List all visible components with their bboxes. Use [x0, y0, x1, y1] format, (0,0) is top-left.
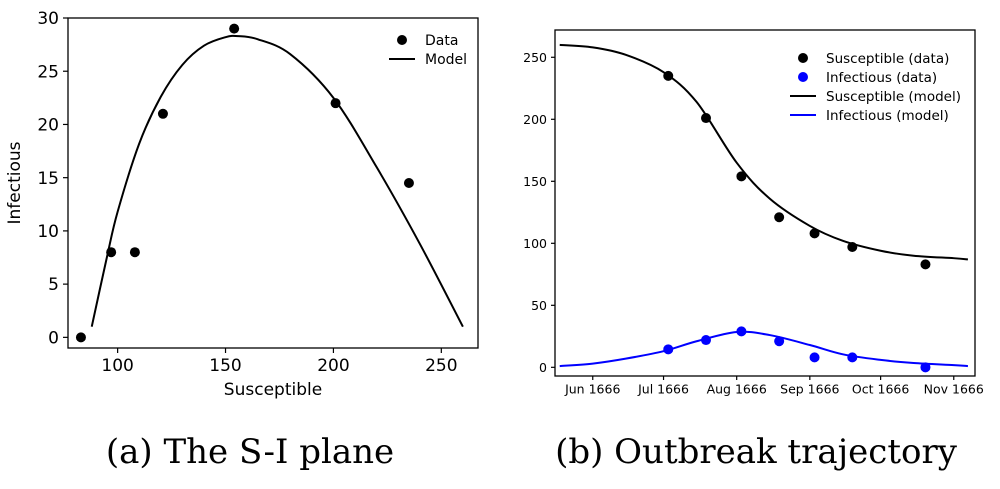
series-line-infectious-model: [559, 330, 968, 368]
panel-a-si-plane: 100 150 200 250 0 5 10 15 20 25 30 Susceptible Infec…: [5, 9, 479, 400]
y-tick-label: 150: [523, 174, 547, 189]
x-tick-label: 200: [317, 356, 349, 376]
y-tick-label: 15: [37, 169, 59, 189]
data-point-data: [129, 247, 140, 258]
panel-b-outbreak-trajectory: Jun 1666 Jul 1666 Aug 1666 Sep 1666 Oct 1666…: [523, 29, 984, 397]
y-tick-label: 5: [48, 275, 59, 295]
data-point-data: [157, 108, 168, 119]
legend-label-infectious-data: Infectious (data): [826, 70, 937, 86]
x-tick-label: Nov 1666: [924, 382, 984, 397]
y-tick-label: 100: [523, 236, 547, 251]
x-tick-label: 250: [425, 356, 457, 376]
caption-b: (b) Outbreak trajectory: [555, 432, 958, 472]
legend: Data Model: [389, 33, 467, 68]
data-point-infectious-data: [809, 352, 820, 363]
caption-a: (a) The S-I plane: [106, 432, 394, 472]
y-tick-label: 0: [48, 328, 59, 348]
data-point-data: [75, 332, 86, 343]
legend: Susceptible (data) Infectious (data) Susce…: [790, 51, 961, 124]
x-tick-label: Jul 1666: [637, 382, 689, 397]
y-tick-label: 20: [37, 116, 59, 136]
legend-marker-data: [397, 35, 407, 45]
data-point-infectious-data: [920, 362, 931, 373]
plot-frame: [554, 29, 976, 377]
x-tick-label: Aug 1666: [707, 382, 767, 397]
legend-marker-infectious-data: [798, 72, 808, 82]
series-line-susceptible-model: [559, 43, 969, 261]
data-point-susceptible-data: [774, 212, 785, 223]
legend-label-model: Model: [425, 52, 467, 68]
data-point-susceptible-data: [920, 259, 931, 270]
legend-label-susceptible-model: Susceptible (model): [826, 89, 961, 105]
y-tick-label: 30: [37, 9, 59, 29]
legend-marker-susceptible-data: [798, 53, 808, 63]
y-tick-label: 50: [531, 298, 547, 313]
y-tick-label: 25: [37, 62, 59, 82]
x-tick-label: Sep 1666: [780, 382, 839, 397]
legend-label-infectious-model: Infectious (model): [826, 108, 949, 124]
y-axis-label: Infectious: [5, 141, 25, 224]
x-tick-label: 150: [209, 356, 241, 376]
y-tick-label: 0: [539, 360, 547, 375]
y-tick-label: 10: [37, 222, 59, 242]
data-point-data: [229, 23, 240, 34]
x-axis-label: Susceptible: [224, 380, 322, 400]
x-tick-label: Oct 1666: [852, 382, 909, 397]
y-tick-label: 200: [523, 112, 547, 127]
data-point-data: [403, 178, 414, 188]
legend-label-susceptible-data: Susceptible (data): [826, 51, 949, 67]
y-tick-label: 250: [523, 50, 547, 65]
legend-label-data: Data: [425, 33, 458, 49]
x-tick-label: 100: [101, 356, 133, 376]
data-point-infectious-data: [774, 336, 785, 347]
series-line-model: [90, 34, 464, 328]
data-point-susceptible-data: [736, 171, 747, 182]
x-tick-label: Jun 1666: [564, 382, 620, 397]
plot-frame: [67, 17, 479, 349]
